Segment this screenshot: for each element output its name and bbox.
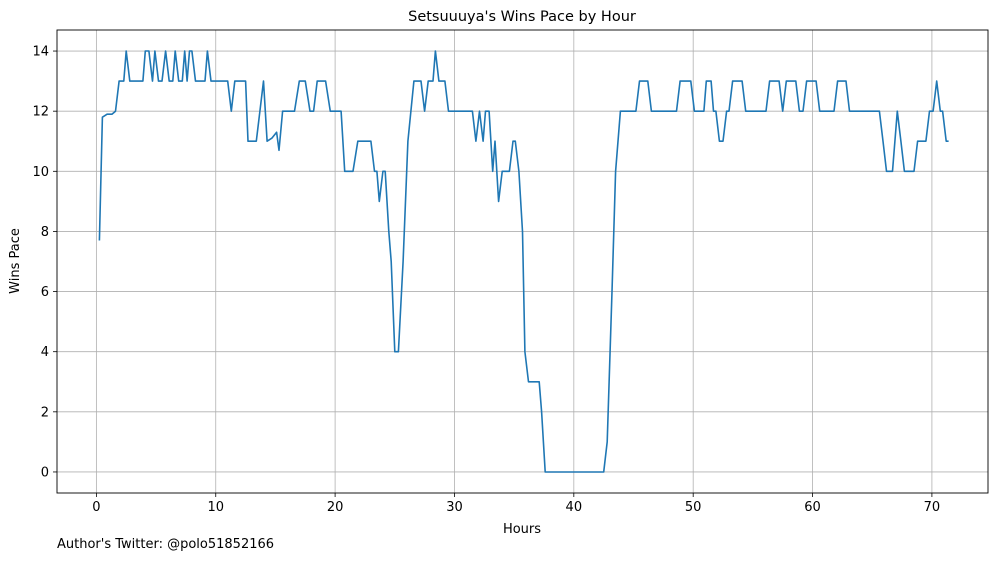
x-tick-label: 60 <box>804 500 821 515</box>
plot-frame <box>56 29 989 494</box>
y-tick-label: 2 <box>41 405 49 420</box>
x-tick-label: 30 <box>446 500 463 515</box>
x-tick-label: 70 <box>924 500 941 515</box>
y-tick-label: 8 <box>41 225 49 240</box>
x-tick-label: 10 <box>207 500 224 515</box>
y-tick-label: 0 <box>41 465 49 480</box>
x-tick-label: 40 <box>566 500 583 515</box>
author-credit: Author's Twitter: @polo51852166 <box>57 537 275 552</box>
y-axis-label: Wins Pace <box>8 228 23 294</box>
x-axis-ticks: 0 10 20 30 40 50 60 70 <box>92 493 940 515</box>
x-tick-label: 50 <box>685 500 702 515</box>
x-tick-label: 0 <box>92 500 100 515</box>
chart-title: Setsuuuya's Wins Pace by Hour <box>408 9 636 25</box>
y-axis-ticks: 0 2 4 6 8 10 12 14 <box>32 45 57 480</box>
y-tick-label: 6 <box>41 285 49 300</box>
x-axis-label: Hours <box>503 522 541 537</box>
series-line <box>98 50 949 473</box>
y-tick-label: 14 <box>32 45 49 60</box>
y-tick-label: 12 <box>32 105 49 120</box>
y-tick-label: 10 <box>32 165 49 180</box>
x-tick-label: 20 <box>327 500 344 515</box>
y-tick-label: 4 <box>41 345 49 360</box>
